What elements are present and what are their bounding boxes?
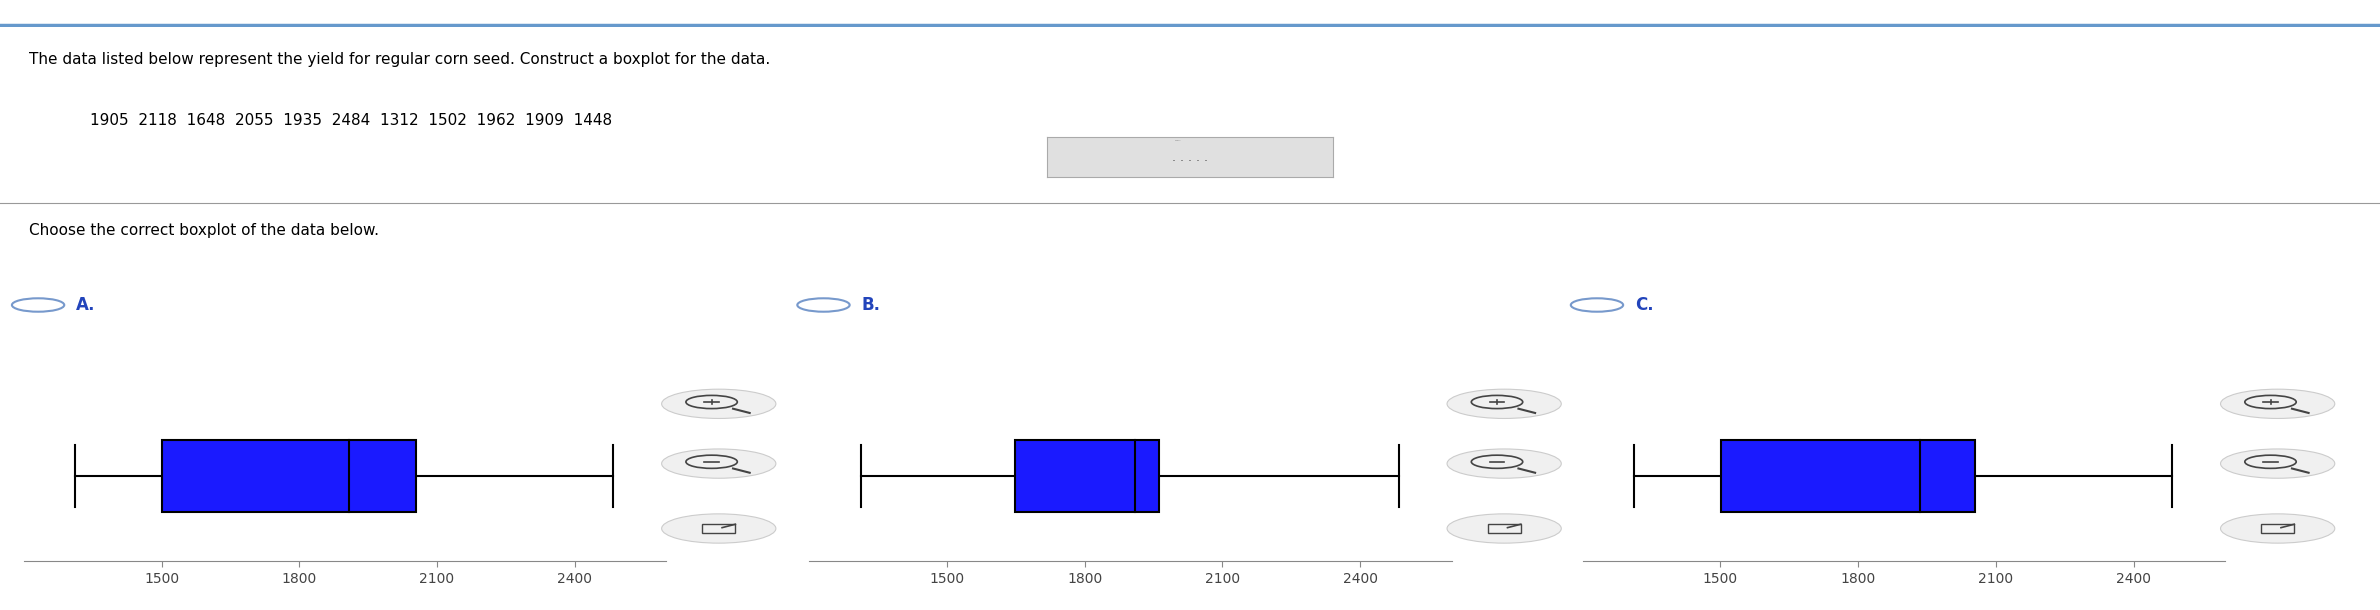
Text: 1905  2118  1648  2055  1935  2484  1312  1502  1962  1909  1448: 1905 2118 1648 2055 1935 2484 1312 1502 … <box>90 113 612 128</box>
Bar <box>162 440 416 512</box>
Text: The data listed below represent the yield for regular corn seed. Construct a box: The data listed below represent the yiel… <box>29 52 769 67</box>
Text: Choose the correct boxplot of the data below.: Choose the correct boxplot of the data b… <box>29 223 378 238</box>
Text: #666666: #666666 <box>1176 140 1180 141</box>
Text: A.: A. <box>76 296 95 314</box>
Text: B.: B. <box>862 296 881 314</box>
Bar <box>1014 440 1159 512</box>
Text: . . . . .: . . . . . <box>1171 151 1209 163</box>
Bar <box>1721 440 1975 512</box>
Text: C.: C. <box>1635 296 1654 314</box>
